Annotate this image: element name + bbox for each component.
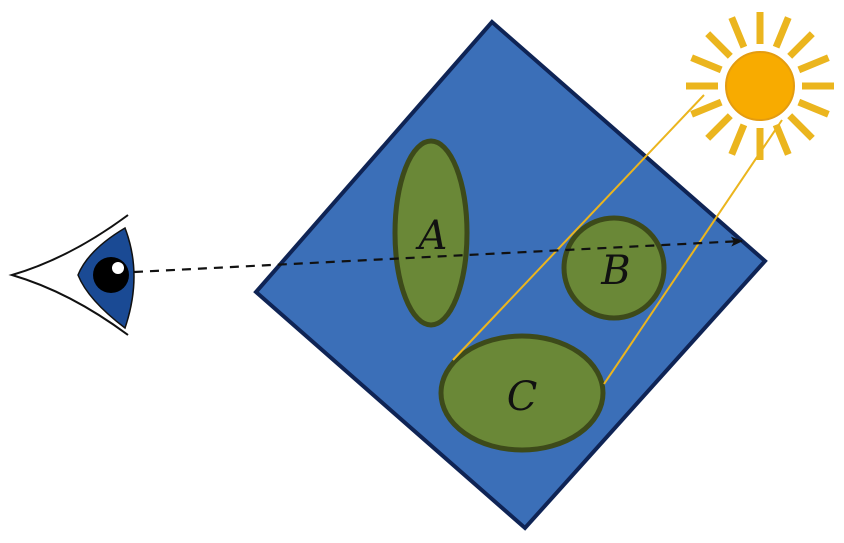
region-c: C: [438, 333, 606, 453]
sun-ray: [772, 16, 792, 49]
region-a: A: [392, 138, 470, 328]
region-b-shape: [561, 215, 667, 321]
sun-shadow-line-right: [603, 119, 783, 385]
sun-ray: [787, 31, 815, 59]
eye-highlight: [112, 262, 124, 274]
eye-pupil: [93, 257, 129, 293]
sun-icon: [686, 12, 834, 160]
region-a-label: A: [415, 213, 448, 259]
region-b: B: [561, 215, 667, 321]
sun-ray: [772, 123, 792, 156]
sun-rays: [686, 12, 834, 160]
eye-icon: [8, 214, 135, 336]
region-c-shape: [438, 333, 606, 453]
view-ray-arrow: [133, 236, 743, 274]
sun-ray: [705, 113, 733, 141]
blue-square-region: [253, 19, 768, 531]
sun-ray: [690, 54, 723, 74]
region-b-label: B: [600, 248, 630, 294]
region-c-label: C: [507, 374, 538, 420]
sun-shadow-line-left: [452, 94, 705, 361]
sun-ray: [787, 113, 815, 141]
sun-ray: [728, 123, 748, 156]
sun-ray: [705, 31, 733, 59]
sun-ray: [797, 54, 830, 74]
sun-core: [725, 51, 795, 121]
region-a-shape: [392, 138, 470, 328]
sun-ray: [728, 16, 748, 49]
sun-ray: [690, 98, 723, 118]
sun-ray: [797, 98, 830, 118]
